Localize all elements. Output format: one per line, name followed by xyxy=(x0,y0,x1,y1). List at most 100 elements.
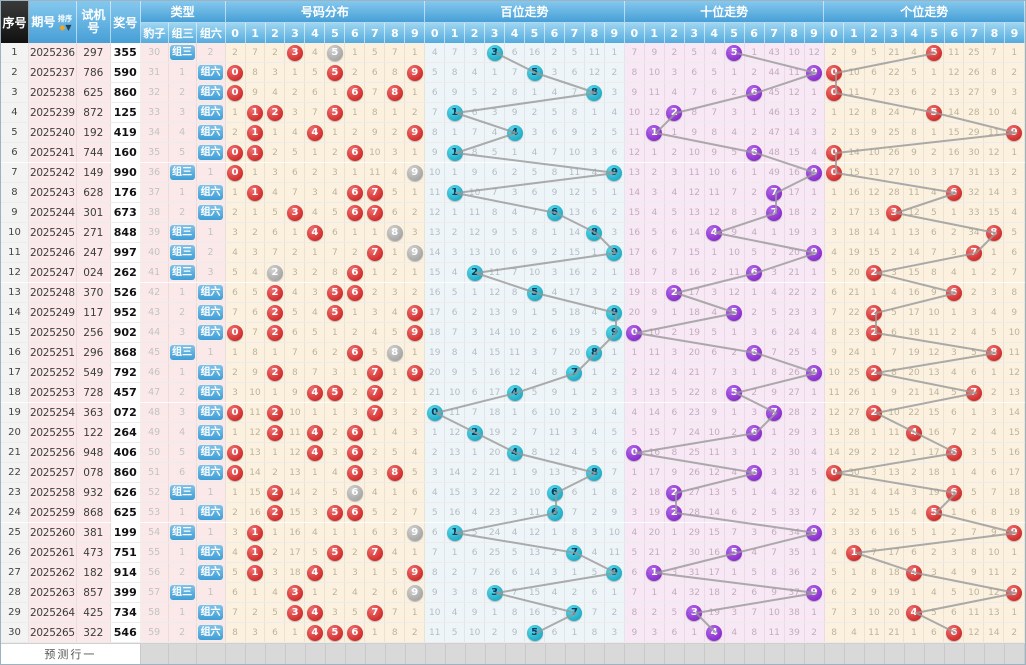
hundreds-cell: 9 xyxy=(604,323,625,342)
tens-cell: 9 xyxy=(664,463,685,482)
ones-cell: 10 xyxy=(984,103,1005,122)
table-row: 12 2025247 024 262 41 组三 3 5 4 2 3 2 8 6 1 2 1 15 4 2 11 7 10 3… xyxy=(1,263,1025,283)
hundreds-cell: 9 xyxy=(604,163,625,182)
dist-cell: 1 xyxy=(325,403,346,422)
zu3-cell: 1 xyxy=(168,543,197,562)
dist-ball-red: 9 xyxy=(406,64,423,81)
dist-cell: 9 xyxy=(405,303,426,322)
tens-cell: 10 xyxy=(644,323,665,342)
dist-cell: 3 xyxy=(225,223,246,242)
dist-cell: 6 xyxy=(345,443,366,462)
dist-cell: 1 xyxy=(245,143,266,162)
tens-cell: 5 xyxy=(724,543,745,562)
tens-cell: 6 xyxy=(664,623,685,642)
sort-control[interactable]: 排序 ◆▼ xyxy=(57,13,73,31)
ones-cell: 12 xyxy=(824,403,845,422)
tens-cell: 1 xyxy=(664,303,685,322)
hundreds-cell: 12 xyxy=(425,203,446,222)
hundreds-cell: 2 xyxy=(445,223,466,242)
tens-cell: 3 xyxy=(744,323,765,342)
dist-cell: 9 xyxy=(405,323,426,342)
hundreds-cell: 9 xyxy=(604,303,625,322)
hundreds-cell: 15 xyxy=(445,483,466,502)
ones-cell: 5 xyxy=(824,263,845,282)
dist-cell: 6 xyxy=(345,483,366,502)
ones-cell: 3 xyxy=(944,243,965,262)
zu6-cell: 组六 xyxy=(196,563,226,582)
hundreds-cell: 6 xyxy=(584,583,605,602)
tens-ball: 0 xyxy=(626,324,643,341)
hundreds-ball: 5 xyxy=(526,64,543,81)
ones-cell: 18 xyxy=(924,463,945,482)
ones-cell: 6 xyxy=(984,463,1005,482)
dist-cell: 1 xyxy=(405,83,426,102)
ones-cell: 15 xyxy=(984,203,1005,222)
hundreds-cell: 8 xyxy=(604,483,625,502)
ones-cell: 9 xyxy=(984,83,1005,102)
hundreds-cell: 5 xyxy=(525,623,546,642)
hundreds-cell: 9 xyxy=(505,623,526,642)
test-number-cell: 932 xyxy=(76,483,111,502)
hundreds-cell: 12 xyxy=(465,223,486,242)
dist-ball-red: 3 xyxy=(286,204,303,221)
tens-cell: 36 xyxy=(784,563,805,582)
sort-arrows[interactable]: ◆▼ xyxy=(59,23,72,32)
prediction-empty-cell xyxy=(745,644,766,664)
test-number-cell: 857 xyxy=(76,583,111,602)
period-cell: 2025263 xyxy=(28,583,77,602)
period-cell: 2025260 xyxy=(28,523,77,542)
prize-number-cell: 734 xyxy=(110,603,141,622)
tens-cell: 5 xyxy=(724,143,745,162)
test-number-cell: 247 xyxy=(76,243,111,262)
zu6-cell: 组六 xyxy=(196,123,226,142)
tens-cell: 23 xyxy=(784,303,805,322)
hundreds-cell: 6 xyxy=(545,483,565,502)
tens-cell: 34 xyxy=(784,523,805,542)
test-number-cell: 192 xyxy=(76,123,111,142)
ones-cell: 26 xyxy=(884,143,905,162)
ones-cell: 2 xyxy=(964,283,985,302)
hundreds-cell: 5 xyxy=(465,363,486,382)
dist-cell: 4 xyxy=(305,203,326,222)
prize-number-cell: 355 xyxy=(110,43,141,62)
dist-cell: 2 xyxy=(325,143,346,162)
ones-cell: 22 xyxy=(884,63,905,82)
ones-cell: 3 xyxy=(924,163,945,182)
hundreds-cell: 8 xyxy=(505,283,526,302)
ones-cell: 6 xyxy=(944,483,965,502)
tens-cell: 9 xyxy=(764,583,785,602)
hundreds-cell: 1 xyxy=(445,523,466,542)
test-number-cell: 322 xyxy=(76,623,111,642)
zu6-hit-badge: 组六 xyxy=(198,545,224,560)
prediction-empty-cell xyxy=(365,644,386,664)
tens-cell: 5 xyxy=(664,383,685,402)
ones-cell: 7 xyxy=(964,383,985,402)
dist-cell: 3 xyxy=(325,163,346,182)
header-ones: 个位走势 xyxy=(824,1,1025,22)
tens-cell: 9 xyxy=(804,523,825,542)
header-digit-7: 7 xyxy=(964,22,985,43)
hundreds-ball: 4 xyxy=(506,444,523,461)
hundreds-cell: 4 xyxy=(505,203,526,222)
sort-up-icon[interactable]: ◆ xyxy=(59,23,66,32)
dist-cell: 1 xyxy=(285,63,306,82)
dist-cell: 7 xyxy=(245,43,266,62)
ones-cell: 4 xyxy=(944,263,965,282)
hundreds-cell: 25 xyxy=(485,543,506,562)
hundreds-cell: 5 xyxy=(445,623,466,642)
hundreds-ball: 3 xyxy=(486,584,503,601)
zu6-cell: 组六 xyxy=(196,283,226,302)
zu6-cell: 组六 xyxy=(196,543,226,562)
sort-down-icon[interactable]: ▼ xyxy=(65,23,72,32)
tens-cell: 5 xyxy=(724,43,745,62)
hundreds-cell: 5 xyxy=(584,323,605,342)
hundreds-cell: 1 xyxy=(505,463,526,482)
dist-ball-red: 6 xyxy=(346,144,363,161)
hundreds-cell: 17 xyxy=(485,383,506,402)
dist-cell: 2 xyxy=(405,403,426,422)
ones-cell: 25 xyxy=(964,43,985,62)
hundreds-ball: 1 xyxy=(446,144,463,161)
hundreds-cell: 5 xyxy=(565,463,585,482)
tens-ball: 4 xyxy=(706,624,723,641)
hundreds-cell: 7 xyxy=(604,463,625,482)
